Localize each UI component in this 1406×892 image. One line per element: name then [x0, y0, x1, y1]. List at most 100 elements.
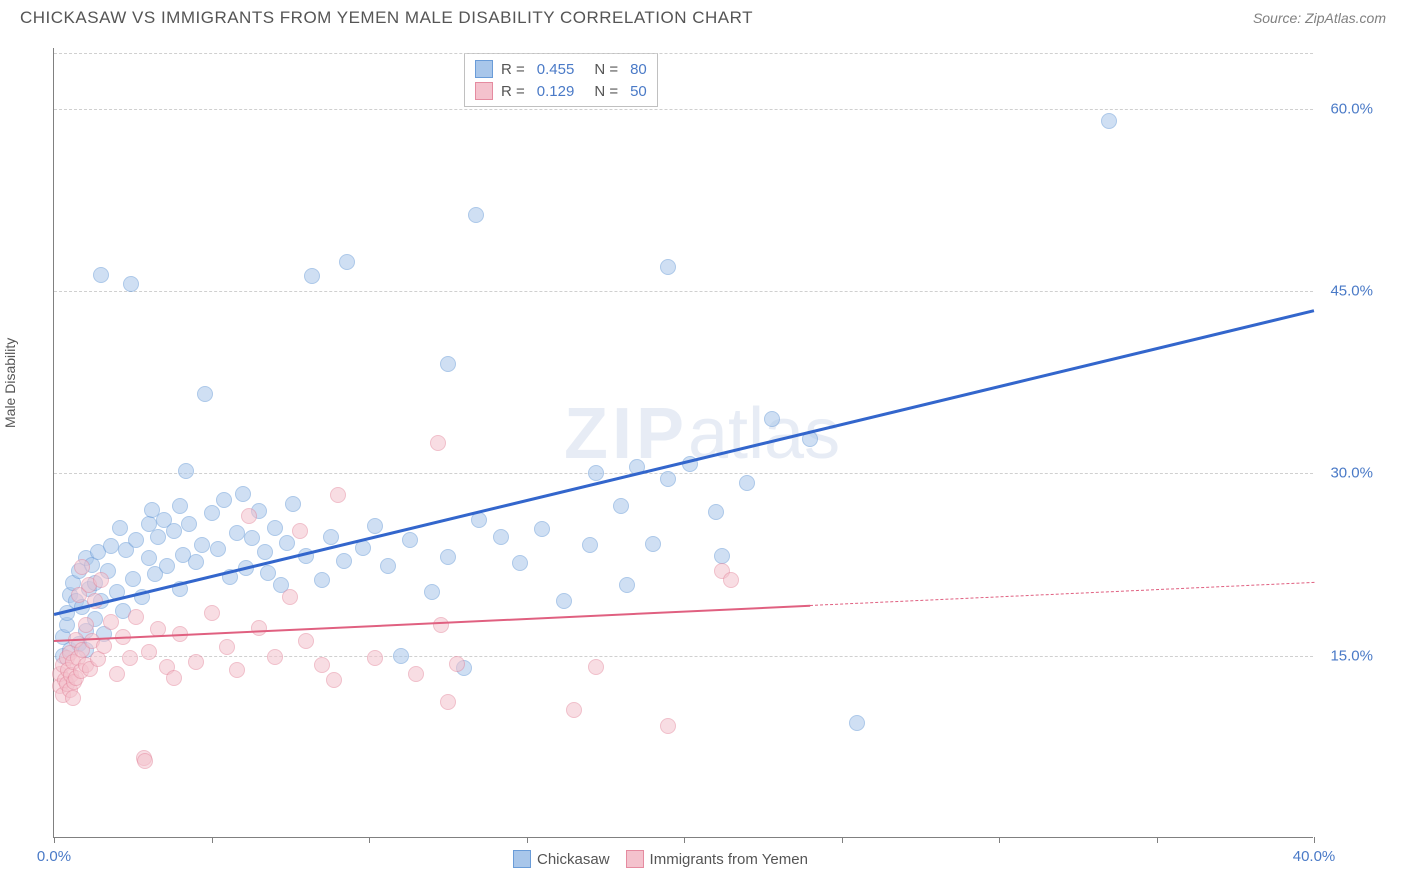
chart-container: ZIPatlas R = 0.455 N = 80 R = 0.129 N = …	[53, 48, 1383, 838]
scatter-point	[566, 702, 582, 718]
scatter-point	[93, 267, 109, 283]
scatter-point	[314, 572, 330, 588]
scatter-point	[304, 268, 320, 284]
scatter-point	[708, 504, 724, 520]
scatter-point	[141, 550, 157, 566]
scatter-point	[128, 609, 144, 625]
scatter-point	[103, 614, 119, 630]
x-tick	[527, 837, 528, 843]
scatter-point	[282, 589, 298, 605]
legend-row-1: R = 0.455 N = 80	[475, 58, 647, 80]
y-tick-label: 15.0%	[1330, 647, 1373, 664]
scatter-point	[336, 553, 352, 569]
scatter-point	[210, 541, 226, 557]
scatter-point	[178, 463, 194, 479]
scatter-point	[326, 672, 342, 688]
scatter-point	[229, 525, 245, 541]
scatter-point	[582, 537, 598, 553]
scatter-point	[424, 584, 440, 600]
scatter-point	[235, 486, 251, 502]
chart-header: CHICKASAW VS IMMIGRANTS FROM YEMEN MALE …	[0, 0, 1406, 36]
legend-correlation: R = 0.455 N = 80 R = 0.129 N = 50	[464, 53, 658, 107]
legend-swatch-1	[475, 60, 493, 78]
scatter-point	[188, 654, 204, 670]
legend-row-2: R = 0.129 N = 50	[475, 80, 647, 102]
scatter-point	[660, 718, 676, 734]
scatter-point	[449, 656, 465, 672]
scatter-point	[166, 523, 182, 539]
scatter-point	[534, 521, 550, 537]
scatter-point	[141, 644, 157, 660]
scatter-point	[619, 577, 635, 593]
scatter-point	[188, 554, 204, 570]
scatter-point	[402, 532, 418, 548]
scatter-point	[440, 549, 456, 565]
scatter-point	[323, 529, 339, 545]
scatter-point	[433, 617, 449, 633]
scatter-point	[109, 666, 125, 682]
scatter-point	[112, 520, 128, 536]
scatter-point	[166, 670, 182, 686]
gridline	[54, 109, 1313, 110]
scatter-point	[714, 548, 730, 564]
gridline	[54, 291, 1313, 292]
x-tick	[1157, 837, 1158, 843]
scatter-point	[159, 558, 175, 574]
scatter-point	[440, 356, 456, 372]
scatter-point	[194, 537, 210, 553]
scatter-point	[314, 657, 330, 673]
scatter-point	[739, 475, 755, 491]
trend-line	[54, 605, 810, 642]
scatter-point	[150, 529, 166, 545]
scatter-point	[125, 571, 141, 587]
scatter-point	[408, 666, 424, 682]
scatter-point	[330, 487, 346, 503]
legend-item-1: Chickasaw	[513, 850, 610, 868]
scatter-point	[292, 523, 308, 539]
scatter-point	[393, 648, 409, 664]
x-tick-label: 0.0%	[37, 848, 71, 865]
legend-series: Chickasaw Immigrants from Yemen	[513, 850, 808, 868]
scatter-point	[298, 633, 314, 649]
x-tick	[684, 837, 685, 843]
scatter-point	[556, 593, 572, 609]
y-tick-label: 60.0%	[1330, 100, 1373, 117]
legend-swatch-bottom-2	[626, 850, 644, 868]
scatter-point	[660, 471, 676, 487]
scatter-point	[367, 518, 383, 534]
scatter-point	[613, 498, 629, 514]
scatter-point	[251, 620, 267, 636]
scatter-point	[512, 555, 528, 571]
trend-line	[810, 582, 1314, 606]
scatter-point	[430, 435, 446, 451]
x-tick	[999, 837, 1000, 843]
y-axis-label: Male Disability	[2, 338, 18, 428]
scatter-point	[660, 259, 676, 275]
scatter-point	[493, 529, 509, 545]
scatter-point	[339, 254, 355, 270]
legend-swatch-bottom-1	[513, 850, 531, 868]
x-tick	[1314, 837, 1315, 843]
scatter-point	[588, 659, 604, 675]
scatter-point	[257, 544, 273, 560]
scatter-point	[197, 386, 213, 402]
scatter-point	[65, 690, 81, 706]
legend-item-2: Immigrants from Yemen	[626, 850, 808, 868]
x-tick	[369, 837, 370, 843]
x-tick	[842, 837, 843, 843]
scatter-point	[849, 715, 865, 731]
scatter-point	[285, 496, 301, 512]
scatter-point	[219, 639, 235, 655]
scatter-point	[367, 650, 383, 666]
gridline	[54, 53, 1313, 54]
scatter-point	[764, 411, 780, 427]
scatter-point	[122, 650, 138, 666]
scatter-point	[181, 516, 197, 532]
trend-line	[54, 309, 1315, 615]
scatter-point	[267, 649, 283, 665]
scatter-point	[1101, 113, 1117, 129]
scatter-point	[96, 638, 112, 654]
scatter-point	[229, 662, 245, 678]
scatter-point	[123, 276, 139, 292]
scatter-point	[723, 572, 739, 588]
